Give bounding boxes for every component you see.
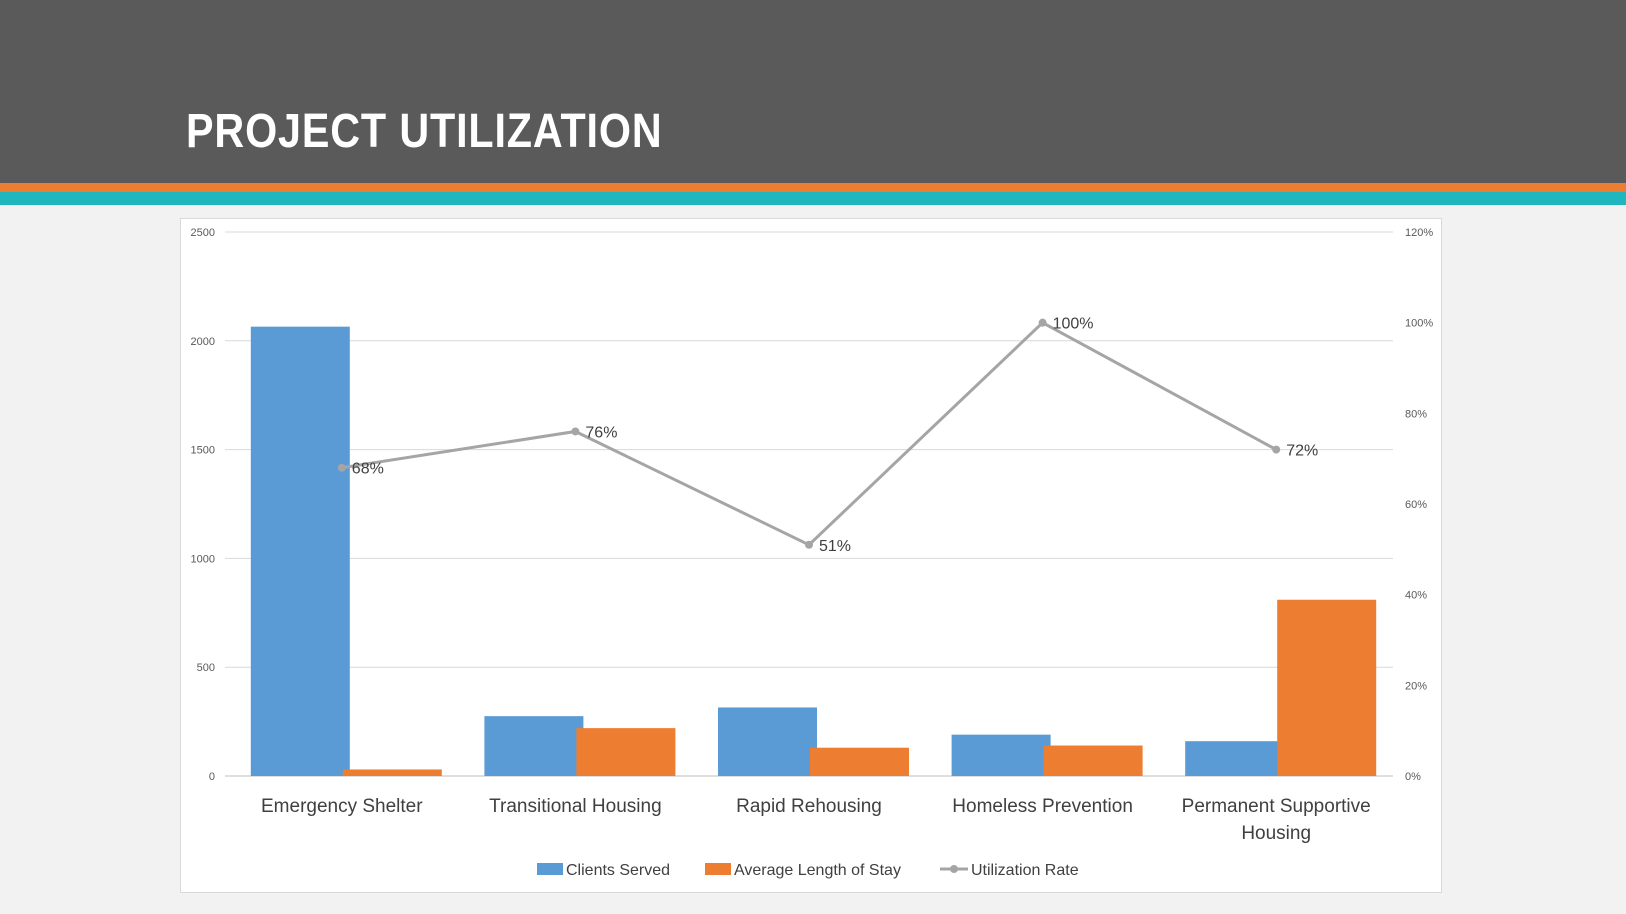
x-category-label: Homeless Prevention bbox=[952, 796, 1133, 817]
bar-average-length-of-stay bbox=[576, 728, 676, 776]
slide-header bbox=[0, 0, 1626, 183]
data-label-utilization-rate: 100% bbox=[1053, 316, 1094, 333]
x-category-label: Permanent Supportive bbox=[1182, 796, 1371, 817]
line-utilization-rate bbox=[341, 320, 1277, 547]
y-right-tick-label: 60% bbox=[1405, 499, 1427, 511]
y-left-tick-label: 1000 bbox=[191, 553, 215, 565]
point-utilization-rate bbox=[337, 463, 346, 472]
bar-clients-served bbox=[951, 734, 1051, 776]
bar-clients-served bbox=[1185, 741, 1285, 776]
data-label-utilization-rate: 68% bbox=[352, 461, 384, 478]
y-left-tick-label: 500 bbox=[197, 662, 215, 674]
point-utilization-rate bbox=[805, 540, 813, 549]
data-label-utilization-rate: 76% bbox=[585, 424, 617, 441]
y-right-tick-label: 120% bbox=[1405, 227, 1433, 239]
point-utilization-rate bbox=[1272, 445, 1281, 454]
y-left-tick-label: 2000 bbox=[191, 336, 215, 348]
y-right-tick-label: 80% bbox=[1405, 408, 1427, 420]
y-left-tick-label: 0 bbox=[209, 771, 215, 783]
bar-clients-served bbox=[718, 707, 817, 776]
x-category-label: Transitional Housing bbox=[489, 796, 662, 817]
chart-frame bbox=[180, 218, 1442, 893]
bar-average-length-of-stay bbox=[342, 769, 442, 776]
legend-swatch-clients-served bbox=[537, 863, 563, 875]
bar-average-length-of-stay bbox=[810, 747, 909, 776]
legend-label-utilization-rate: Utilization Rate bbox=[971, 862, 1079, 879]
point-utilization-rate bbox=[1038, 318, 1047, 327]
legend-marker-utilization-rate bbox=[950, 865, 958, 873]
point-utilization-rate bbox=[571, 427, 580, 436]
accent-stripe-teal bbox=[0, 192, 1626, 205]
x-category-label: Rapid Rehousing bbox=[736, 796, 882, 817]
x-category-label: Housing bbox=[1241, 823, 1311, 844]
y-right-tick-label: 100% bbox=[1405, 318, 1433, 330]
legend-label-clients-served: Clients Served bbox=[566, 862, 670, 879]
y-left-tick-label: 2500 bbox=[191, 227, 215, 239]
data-label-utilization-rate: 51% bbox=[819, 538, 851, 555]
x-category-label: Emergency Shelter bbox=[261, 796, 423, 817]
slide-title: PROJECT UTILIZATION bbox=[186, 105, 663, 158]
bar-clients-served bbox=[250, 326, 350, 776]
y-right-tick-label: 0% bbox=[1405, 771, 1421, 783]
legend-label-average-length-of-stay: Average Length of Stay bbox=[734, 862, 901, 879]
bar-average-length-of-stay bbox=[1043, 745, 1143, 776]
accent-stripe-orange bbox=[0, 183, 1626, 192]
bar-clients-served bbox=[484, 716, 584, 776]
data-label-utilization-rate: 72% bbox=[1286, 443, 1318, 460]
y-right-tick-label: 40% bbox=[1405, 590, 1427, 602]
legend-swatch-average-length-of-stay bbox=[705, 863, 731, 875]
bar-average-length-of-stay bbox=[1277, 599, 1377, 776]
y-left-tick-label: 1500 bbox=[191, 445, 215, 457]
y-right-tick-label: 20% bbox=[1405, 680, 1427, 692]
